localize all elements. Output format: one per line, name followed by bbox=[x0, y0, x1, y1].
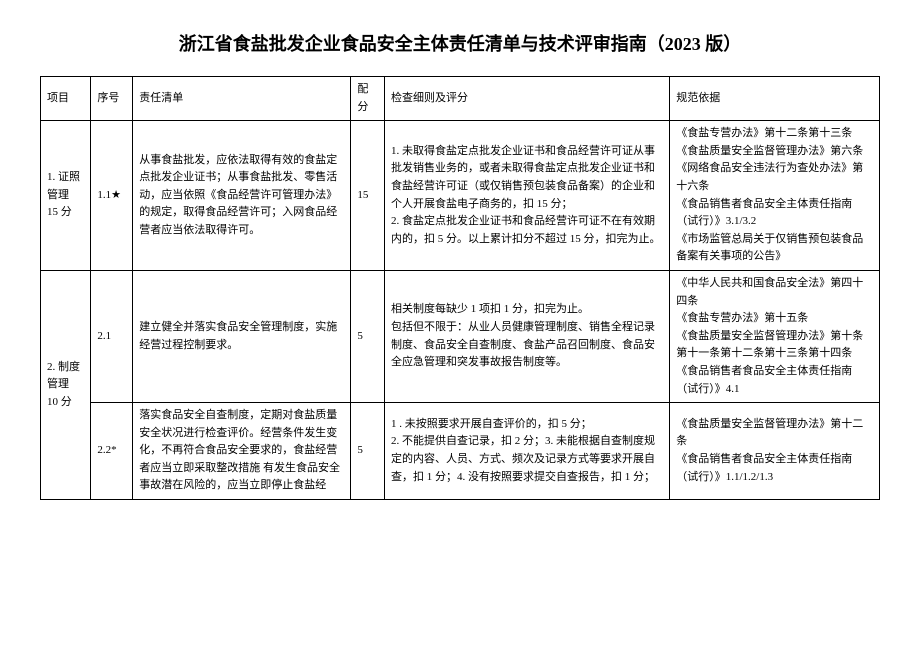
document-title: 浙江省食盐批发企业食品安全主体责任清单与技术评审指南（2023 版） bbox=[40, 30, 880, 56]
header-project: 项目 bbox=[41, 77, 91, 121]
table-row: 2. 制度管理 10 分 2.1 建立健全并落实食品安全管理制度，实施经营过程控… bbox=[41, 270, 880, 402]
cell-duty-1-1: 从事食盐批发，应依法取得有效的食盐定点批发企业证书；从事食盐批发、零售活动，应当… bbox=[133, 121, 351, 271]
cell-project-2: 2. 制度管理 10 分 bbox=[41, 270, 91, 499]
cell-detail-1-1: 1. 未取得食盐定点批发企业证书和食品经营许可证从事批发销售业务的，或者未取得食… bbox=[384, 121, 669, 271]
cell-basis-1-1: 《食盐专营办法》第十二条第十三条 《食盐质量安全监督管理办法》第六条 《网络食品… bbox=[670, 121, 880, 271]
table-row: 1. 证照管理 15 分 1.1★ 从事食盐批发，应依法取得有效的食盐定点批发企… bbox=[41, 121, 880, 271]
cell-duty-2-1: 建立健全并落实食品安全管理制度，实施经营过程控制要求。 bbox=[133, 270, 351, 402]
header-row: 项目 序号 责任清单 配分 检查细则及评分 规范依据 bbox=[41, 77, 880, 121]
table-row: 2.2* 落实食品安全自查制度，定期对食盐质量安全状况进行检查评价。经营条件发生… bbox=[41, 403, 880, 500]
cell-detail-2-2: 1 . 未按照要求开展自查评价的，扣 5 分； 2. 不能提供自查记录，扣 2 … bbox=[384, 403, 669, 500]
cell-score-2-2: 5 bbox=[351, 403, 385, 500]
header-basis: 规范依据 bbox=[670, 77, 880, 121]
cell-basis-2-1: 《中华人民共和国食品安全法》第四十四条 《食盐专营办法》第十五条 《食盐质量安全… bbox=[670, 270, 880, 402]
cell-score-2-1: 5 bbox=[351, 270, 385, 402]
cell-num-2-2: 2.2* bbox=[91, 403, 133, 500]
header-duty: 责任清单 bbox=[133, 77, 351, 121]
cell-score-1-1: 15 bbox=[351, 121, 385, 271]
main-table: 项目 序号 责任清单 配分 检查细则及评分 规范依据 1. 证照管理 15 分 … bbox=[40, 76, 880, 500]
cell-duty-2-2: 落实食品安全自查制度，定期对食盐质量安全状况进行检查评价。经营条件发生变化，不再… bbox=[133, 403, 351, 500]
header-detail: 检查细则及评分 bbox=[384, 77, 669, 121]
cell-basis-2-2: 《食盐质量安全监督管理办法》第十二条 《食品销售者食品安全主体责任指南（试行）》… bbox=[670, 403, 880, 500]
cell-num-2-1: 2.1 bbox=[91, 270, 133, 402]
cell-num-1-1: 1.1★ bbox=[91, 121, 133, 271]
header-num: 序号 bbox=[91, 77, 133, 121]
header-score: 配分 bbox=[351, 77, 385, 121]
cell-detail-2-1: 相关制度每缺少 1 项扣 1 分，扣完为止。 包括但不限于：从业人员健康管理制度… bbox=[384, 270, 669, 402]
cell-project-1: 1. 证照管理 15 分 bbox=[41, 121, 91, 271]
